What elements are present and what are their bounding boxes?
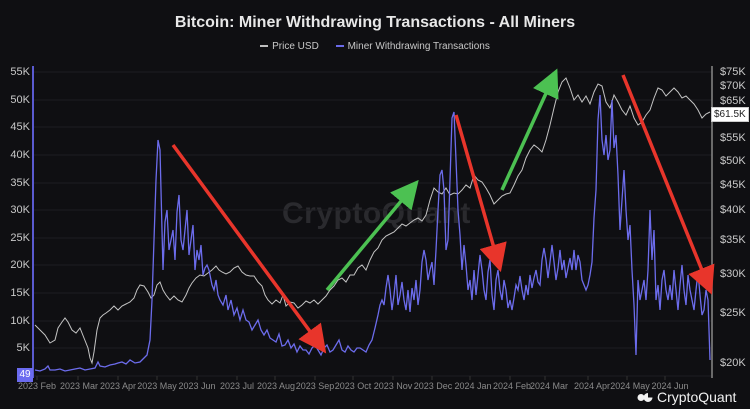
x-axis-tick: 2023 Sep xyxy=(295,381,335,391)
left-axis-tick: 10K xyxy=(10,315,30,327)
x-axis-tick: 2023 Mar xyxy=(59,381,99,391)
x-axis-tick: 2024 Mar xyxy=(529,381,569,391)
trend-arrow-down-3 xyxy=(621,74,715,295)
gridlines xyxy=(33,71,712,377)
right-axis-tick: $50K xyxy=(720,155,746,167)
left-axis-tick: 30K xyxy=(10,204,30,216)
trend-arrow-down-1 xyxy=(171,143,327,354)
x-ticks xyxy=(36,376,666,380)
x-axis-tick: 2024 May xyxy=(610,381,650,391)
trend-arrow-down-2 xyxy=(454,114,507,273)
right-axis-tick: $45K xyxy=(720,179,746,191)
left-axis-tick: 15K xyxy=(10,287,30,299)
x-axis-tick: 2023 Apr xyxy=(99,381,137,391)
right-axis-tick: $40K xyxy=(720,204,746,216)
right-axis-tick: $25K xyxy=(720,307,746,319)
legend-label-withdrawing: Miner Withdrawing Transactions xyxy=(347,41,490,52)
legend-swatch-withdrawing xyxy=(335,45,344,48)
right-axis-tick: $70K xyxy=(720,80,746,92)
price-usd-line xyxy=(34,77,711,365)
right-axis-tick: $20K xyxy=(720,357,746,369)
left-axis-tick: 40K xyxy=(10,149,30,161)
x-axis-tick: 2023 Dec xyxy=(413,381,453,391)
miner-withdrawing-line xyxy=(34,94,711,372)
chart-title: Bitcoin: Miner Withdrawing Transactions … xyxy=(174,14,576,31)
left-axis-tick: 50K xyxy=(10,94,30,106)
legend-swatch-price xyxy=(260,45,269,48)
x-axis-tick: 2024 Apr xyxy=(573,381,611,391)
x-axis-tick: 2023 May xyxy=(137,381,177,391)
x-axis-tick: 2024 Feb xyxy=(492,381,532,391)
right-axis-current-value-badge: $61.5K xyxy=(711,107,749,122)
left-axis-tick: 20K xyxy=(10,259,30,271)
x-axis-tick: 2023 Feb xyxy=(17,381,57,391)
left-axis-tick: 55K xyxy=(10,66,30,78)
chart-legend: Price USD Miner Withdrawing Transactions xyxy=(0,41,750,52)
legend-label-price: Price USD xyxy=(272,41,319,52)
left-axis-tick: 5K xyxy=(16,342,30,354)
cryptoquant-logo: CryptoQuant xyxy=(637,389,736,405)
x-axis-tick: 2023 Oct xyxy=(334,381,372,391)
legend-item-withdrawing[interactable]: Miner Withdrawing Transactions xyxy=(335,41,490,52)
left-axis-tick: 25K xyxy=(10,232,30,244)
right-axis-tick: $75K xyxy=(720,66,746,78)
left-axis-current-value-badge: 49 xyxy=(17,368,33,382)
x-axis-tick: 2024 Jan xyxy=(454,381,492,391)
x-axis-tick: 2023 Jun xyxy=(178,381,216,391)
x-axis-tick: 2023 Nov xyxy=(373,381,413,391)
cryptoquant-logo-icon xyxy=(637,392,653,402)
right-axis-tick: $65K xyxy=(720,95,746,107)
right-axis-tick: $30K xyxy=(720,268,746,280)
x-axis-tick: 2023 Jul xyxy=(219,381,255,391)
right-axis-tick: $35K xyxy=(720,234,746,246)
trend-arrow-up-1 xyxy=(325,179,419,292)
left-axis-tick: 45K xyxy=(10,121,30,133)
x-axis-tick: 2023 Aug xyxy=(256,381,296,391)
trend-arrow-up-2 xyxy=(500,68,559,191)
legend-item-price[interactable]: Price USD xyxy=(260,41,319,52)
left-axis-tick: 35K xyxy=(10,177,30,189)
x-axis-tick: 2024 Jun xyxy=(651,381,689,391)
right-axis-tick: $55K xyxy=(720,132,746,144)
logo-text: CryptoQuant xyxy=(657,389,737,405)
